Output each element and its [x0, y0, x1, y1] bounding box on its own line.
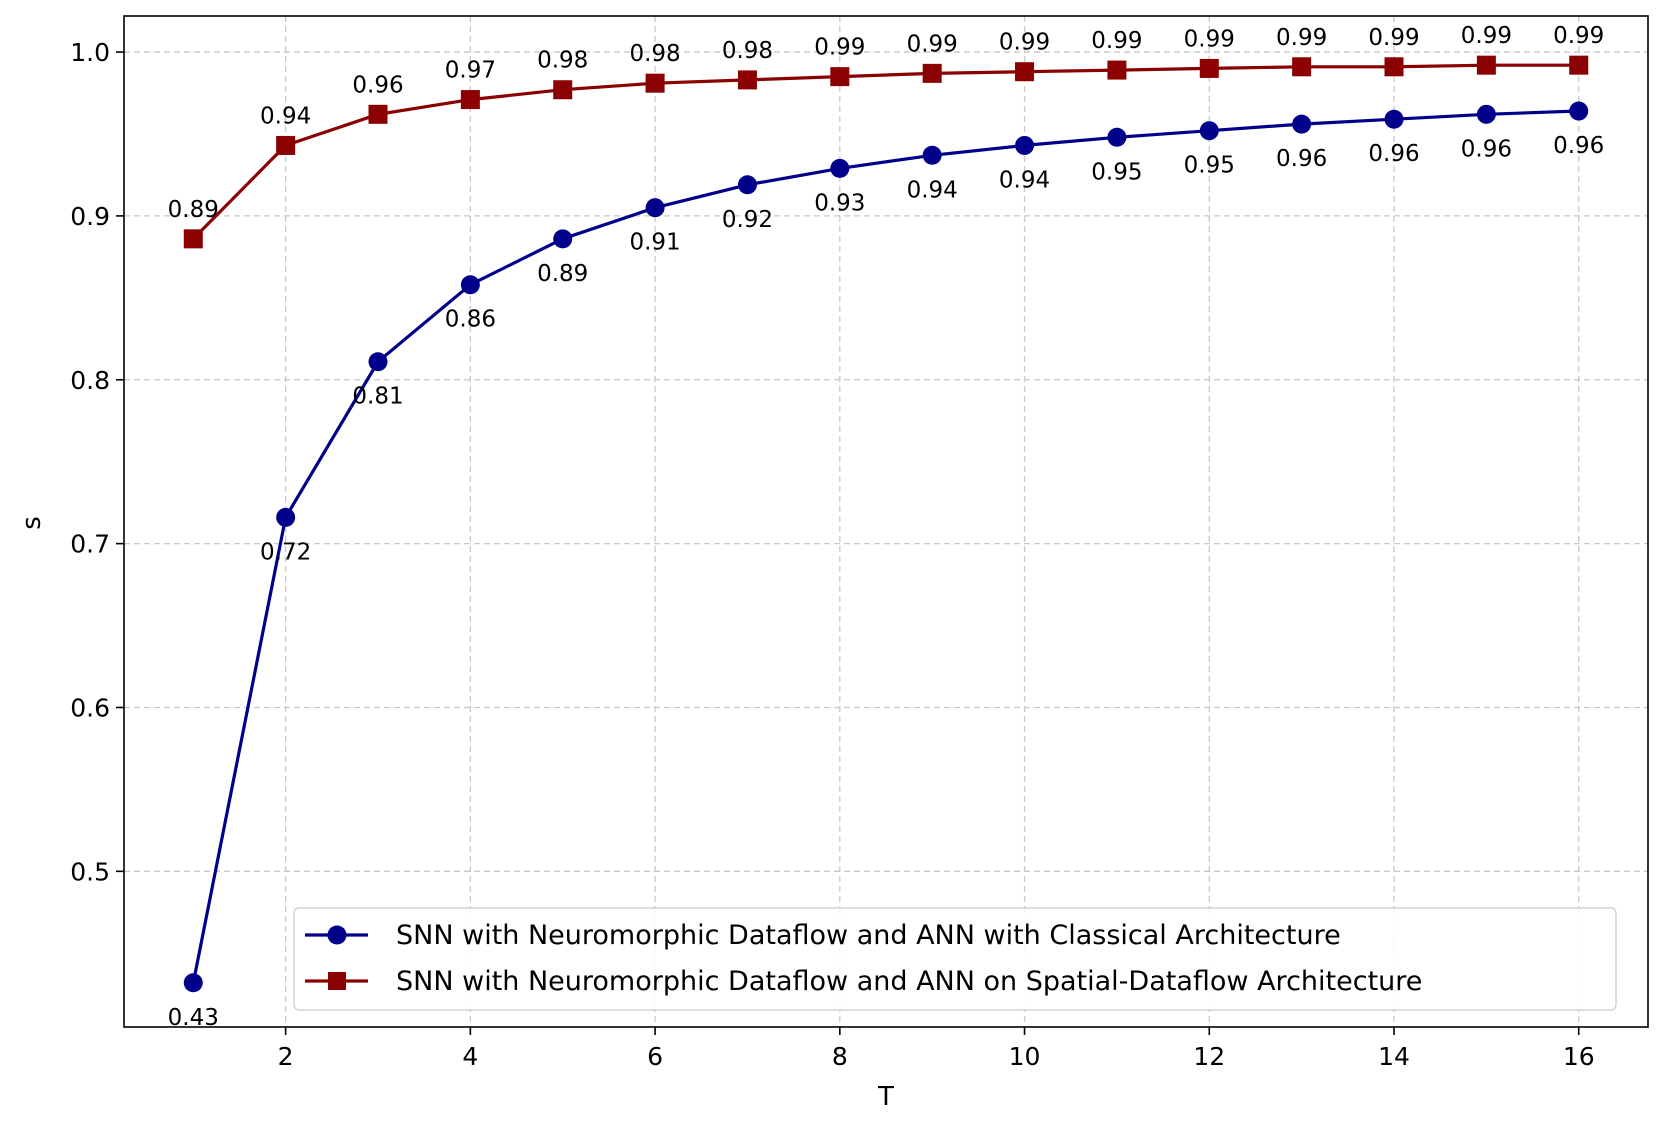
x-tick-label: 4	[462, 1042, 478, 1071]
data-point-square	[922, 63, 942, 83]
data-point-circle	[1015, 135, 1035, 155]
x-axis-title: T	[877, 1082, 894, 1112]
data-point-circle	[1199, 121, 1219, 141]
series-line	[191, 109, 1579, 984]
series-line	[192, 63, 1579, 240]
series-layer	[183, 55, 1589, 993]
data-point-circle	[1384, 109, 1404, 129]
data-point-square	[737, 70, 757, 90]
data-value-label: 0.92	[722, 207, 773, 233]
data-value-label: 0.94	[260, 103, 311, 129]
x-tick-label: 2	[278, 1042, 294, 1071]
data-point-square	[276, 135, 296, 155]
data-value-label: 0.99	[1276, 25, 1327, 51]
data-point-circle	[460, 275, 480, 295]
data-value-label: 0.72	[260, 539, 311, 565]
y-axis-title: s	[17, 516, 47, 530]
x-tick-label: 10	[1009, 1042, 1041, 1071]
data-point-circle	[737, 175, 757, 195]
data-value-label: 0.99	[814, 35, 865, 61]
legend-label-spatial: SNN with Neuromorphic Dataflow and ANN o…	[396, 966, 1422, 997]
data-point-circle	[830, 158, 850, 178]
data-value-label: 0.96	[1553, 133, 1604, 159]
data-value-label: 0.93	[814, 190, 865, 216]
data-point-circle	[1107, 127, 1127, 147]
data-point-square	[1199, 58, 1219, 78]
legend: SNN with Neuromorphic Dataflow and ANN w…	[293, 907, 1617, 1011]
legend-frame	[293, 907, 1617, 1011]
data-value-label: 0.97	[445, 58, 496, 84]
series-2	[183, 55, 1589, 249]
data-labels: 0.430.720.810.860.890.910.920.930.94 0.94…	[168, 23, 1605, 1031]
data-point-square	[183, 229, 203, 249]
legend-label-classical: SNN with Neuromorphic Dataflow and ANN w…	[396, 920, 1341, 951]
data-value-label: 0.98	[722, 38, 773, 64]
y-tick-label: 0.8	[70, 366, 110, 395]
x-tick-label: 16	[1563, 1042, 1595, 1071]
y-tick-label: 1.0	[70, 38, 110, 67]
y-tick-label: 0.6	[70, 693, 110, 722]
data-value-label: 0.99	[1553, 23, 1604, 49]
axes: 2 4 6 8 10 12 14 16 0.5 0.6 0.7 0.8 0.9 1.0	[70, 38, 1594, 1071]
data-value-label: 0.95	[1091, 159, 1142, 185]
data-value-label: 0.94	[999, 167, 1050, 193]
y-tick-label: 0.7	[70, 530, 110, 559]
grid-lines	[124, 16, 1648, 1027]
data-value-label: 0.86	[445, 307, 496, 333]
data-point-square	[830, 67, 850, 87]
data-value-label: 0.91	[629, 230, 680, 256]
data-value-label: 0.99	[1461, 23, 1512, 49]
legend-marker-circle	[327, 925, 347, 945]
y-tick-label: 0.9	[70, 202, 110, 231]
data-point-square	[553, 80, 573, 100]
y-tick-label: 0.5	[70, 857, 110, 886]
data-point-circle	[183, 973, 203, 993]
x-tick-label: 8	[832, 1042, 848, 1071]
data-point-square	[645, 73, 665, 93]
data-point-circle	[1476, 104, 1496, 124]
data-value-label: 0.98	[629, 41, 680, 67]
data-value-label: 0.81	[352, 384, 403, 410]
legend-entry-spatial: SNN with Neuromorphic Dataflow and ANN o…	[305, 966, 1422, 997]
data-point-circle	[1569, 101, 1589, 121]
data-point-square	[1476, 55, 1496, 75]
data-value-label: 0.89	[168, 197, 219, 223]
data-point-square	[1107, 60, 1127, 80]
legend-entry-classical: SNN with Neuromorphic Dataflow and ANN w…	[305, 920, 1341, 951]
data-value-label: 0.94	[907, 177, 958, 203]
legend-marker-square	[328, 972, 346, 990]
data-value-label: 0.96	[1276, 146, 1327, 172]
data-value-label: 0.95	[1184, 153, 1235, 179]
data-point-square	[1292, 57, 1312, 77]
data-point-circle	[276, 507, 296, 527]
data-value-label: 0.99	[999, 30, 1050, 56]
data-value-label: 0.98	[537, 48, 588, 74]
data-value-label: 0.96	[1368, 141, 1419, 167]
x-tick-label: 6	[647, 1042, 663, 1071]
data-point-square	[1015, 62, 1035, 82]
data-point-circle	[645, 198, 665, 218]
data-value-label: 0.99	[907, 31, 958, 57]
data-point-square	[1569, 55, 1589, 75]
data-value-label: 0.99	[1091, 28, 1142, 54]
series-1	[183, 101, 1589, 993]
plot-frame	[123, 15, 1649, 1028]
data-value-label: 0.96	[352, 72, 403, 98]
data-point-circle	[368, 352, 388, 372]
data-value-label: 0.89	[537, 261, 588, 287]
data-point-square	[1384, 57, 1404, 77]
x-tick-label: 12	[1193, 1042, 1225, 1071]
data-value-label: 0.96	[1461, 136, 1512, 162]
data-point-circle	[922, 145, 942, 165]
data-value-label: 0.99	[1184, 26, 1235, 52]
data-point-circle	[553, 229, 573, 249]
x-tick-label: 14	[1378, 1042, 1410, 1071]
data-point-circle	[1292, 114, 1312, 134]
data-point-square	[368, 104, 388, 124]
data-value-label: 0.99	[1368, 25, 1419, 51]
data-point-square	[460, 90, 480, 110]
